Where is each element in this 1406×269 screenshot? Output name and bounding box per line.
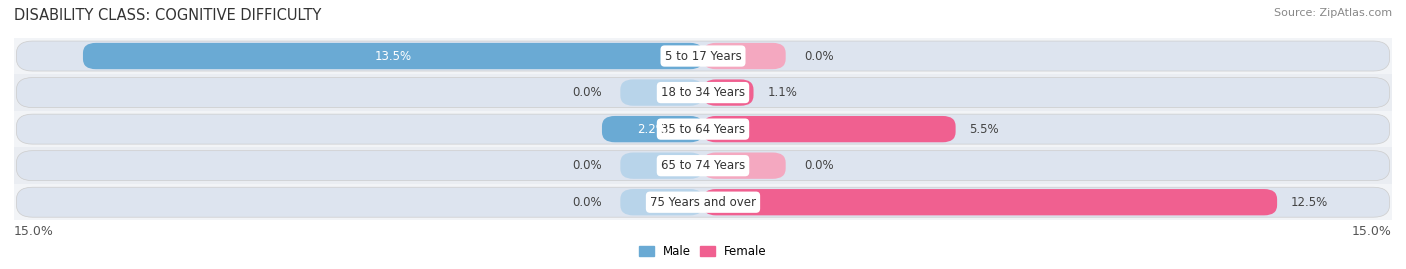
FancyBboxPatch shape [17,151,1389,181]
Text: DISABILITY CLASS: COGNITIVE DIFFICULTY: DISABILITY CLASS: COGNITIVE DIFFICULTY [14,8,322,23]
Legend: Male, Female: Male, Female [634,240,772,263]
Bar [14,74,1392,111]
Text: 0.0%: 0.0% [804,49,834,62]
Text: 12.5%: 12.5% [1291,196,1329,209]
FancyBboxPatch shape [703,116,956,142]
FancyBboxPatch shape [703,153,786,179]
FancyBboxPatch shape [602,116,703,142]
Text: 0.0%: 0.0% [572,159,602,172]
Text: 15.0%: 15.0% [1353,225,1392,238]
FancyBboxPatch shape [17,187,1389,217]
Text: 2.2%: 2.2% [637,123,668,136]
Bar [14,38,1392,74]
Text: Source: ZipAtlas.com: Source: ZipAtlas.com [1274,8,1392,18]
Text: 65 to 74 Years: 65 to 74 Years [661,159,745,172]
FancyBboxPatch shape [17,41,1389,71]
Text: 13.5%: 13.5% [374,49,412,62]
Bar [14,111,1392,147]
FancyBboxPatch shape [17,114,1389,144]
Text: 18 to 34 Years: 18 to 34 Years [661,86,745,99]
FancyBboxPatch shape [620,189,703,215]
Text: 15.0%: 15.0% [14,225,53,238]
Text: 0.0%: 0.0% [804,159,834,172]
FancyBboxPatch shape [620,79,703,106]
FancyBboxPatch shape [703,43,786,69]
Text: 5 to 17 Years: 5 to 17 Years [665,49,741,62]
Text: 0.0%: 0.0% [572,86,602,99]
Text: 1.1%: 1.1% [768,86,797,99]
FancyBboxPatch shape [703,79,754,106]
Bar [14,147,1392,184]
FancyBboxPatch shape [620,153,703,179]
Text: 35 to 64 Years: 35 to 64 Years [661,123,745,136]
Text: 5.5%: 5.5% [969,123,1000,136]
FancyBboxPatch shape [703,189,1277,215]
Text: 75 Years and over: 75 Years and over [650,196,756,209]
FancyBboxPatch shape [83,43,703,69]
Text: 0.0%: 0.0% [572,196,602,209]
Bar [14,184,1392,221]
FancyBboxPatch shape [17,77,1389,108]
